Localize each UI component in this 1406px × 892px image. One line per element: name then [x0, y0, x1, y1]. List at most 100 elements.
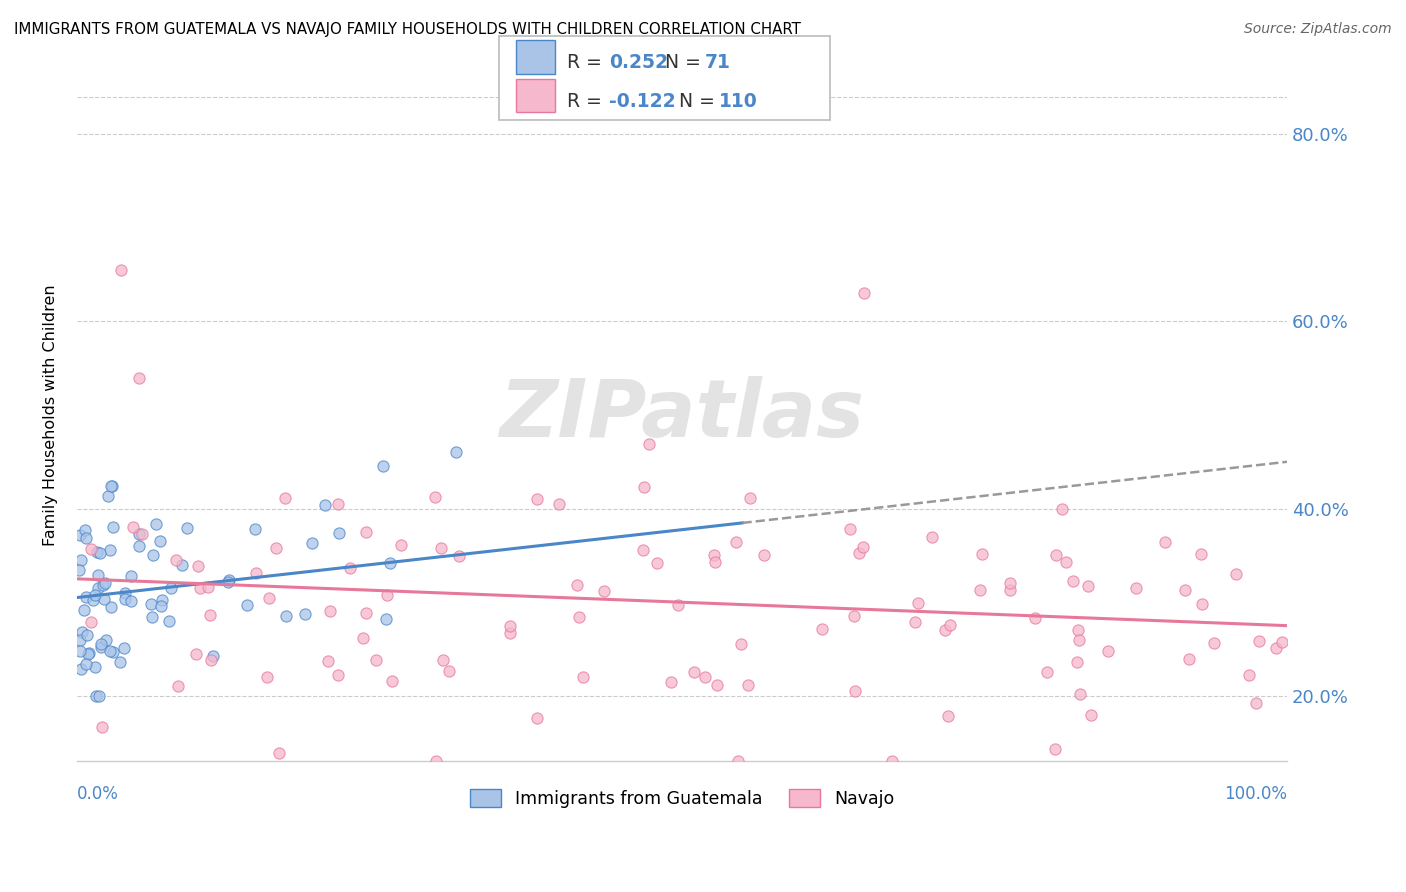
Point	[752, 548, 775, 562]
Point	[1067, 632, 1090, 647]
Point	[87, 581, 110, 595]
Text: N =: N =	[679, 92, 721, 112]
Point	[75, 657, 97, 671]
Point	[157, 614, 180, 628]
Point	[98, 543, 121, 558]
Point	[444, 445, 467, 459]
Point	[131, 527, 153, 541]
Point	[645, 556, 668, 570]
Point	[1024, 611, 1046, 625]
Point	[934, 623, 956, 637]
Point	[682, 665, 704, 679]
Point	[120, 568, 142, 582]
Point	[328, 667, 350, 681]
Point	[84, 689, 107, 703]
Point	[727, 755, 749, 769]
Point	[328, 525, 350, 540]
Point	[98, 643, 121, 657]
Point	[1237, 668, 1260, 682]
Point	[1066, 655, 1088, 669]
Point	[186, 558, 208, 573]
Point	[1244, 696, 1267, 710]
Point	[1191, 547, 1213, 561]
Point	[101, 520, 124, 534]
Point	[100, 479, 122, 493]
Point	[1077, 579, 1099, 593]
Point	[165, 552, 187, 566]
Point	[69, 633, 91, 648]
Point	[1069, 687, 1091, 701]
Point	[354, 606, 377, 620]
Point	[110, 263, 132, 277]
Point	[972, 547, 994, 561]
Point	[87, 568, 110, 582]
Point	[256, 670, 278, 684]
Point	[114, 586, 136, 600]
Point	[389, 538, 412, 552]
Point	[568, 610, 591, 624]
Point	[352, 631, 374, 645]
Point	[236, 598, 259, 612]
Point	[638, 437, 661, 451]
Point	[811, 622, 834, 636]
Point	[150, 599, 173, 613]
Point	[499, 618, 522, 632]
Point	[936, 709, 959, 723]
Point	[1125, 581, 1147, 595]
Point	[83, 659, 105, 673]
Point	[1054, 556, 1077, 570]
Text: 71: 71	[704, 54, 730, 72]
Point	[548, 497, 571, 511]
Point	[90, 640, 112, 654]
Point	[245, 566, 267, 581]
Point	[301, 535, 323, 549]
Text: IMMIGRANTS FROM GUATEMALA VS NAVAJO FAMILY HOUSEHOLDS WITH CHILDREN CORRELATION : IMMIGRANTS FROM GUATEMALA VS NAVAJO FAMI…	[14, 22, 801, 37]
Point	[93, 592, 115, 607]
Point	[149, 534, 172, 549]
Point	[198, 608, 221, 623]
Point	[141, 610, 163, 624]
Point	[319, 605, 342, 619]
Point	[374, 612, 396, 626]
Point	[921, 529, 943, 543]
Point	[371, 458, 394, 473]
Point	[706, 677, 728, 691]
Point	[218, 573, 240, 587]
Point	[75, 590, 97, 604]
Point	[89, 689, 111, 703]
Point	[354, 524, 377, 539]
Point	[375, 588, 398, 602]
Point	[1177, 651, 1199, 665]
Point	[1036, 665, 1059, 680]
Point	[264, 541, 287, 555]
Point	[69, 528, 91, 542]
Point	[1264, 640, 1286, 655]
Point	[704, 555, 727, 569]
Point	[571, 669, 593, 683]
Point	[97, 489, 120, 503]
Point	[366, 653, 388, 667]
Point	[1270, 634, 1292, 648]
Point	[69, 643, 91, 657]
Point	[101, 479, 124, 493]
Point	[114, 591, 136, 606]
Text: 0.252: 0.252	[609, 54, 668, 72]
Point	[526, 711, 548, 725]
Point	[200, 653, 222, 667]
Point	[75, 523, 97, 537]
Point	[269, 746, 291, 760]
Point	[96, 633, 118, 648]
Point	[82, 593, 104, 607]
Point	[145, 517, 167, 532]
Point	[128, 539, 150, 553]
Point	[159, 581, 181, 595]
Point	[998, 575, 1021, 590]
Legend: Immigrants from Guatemala, Navajo: Immigrants from Guatemala, Navajo	[463, 782, 901, 815]
Point	[1062, 574, 1084, 588]
Point	[565, 578, 588, 592]
Point	[176, 521, 198, 535]
Point	[659, 674, 682, 689]
Point	[77, 646, 100, 660]
Point	[80, 615, 103, 629]
Point	[838, 521, 860, 535]
